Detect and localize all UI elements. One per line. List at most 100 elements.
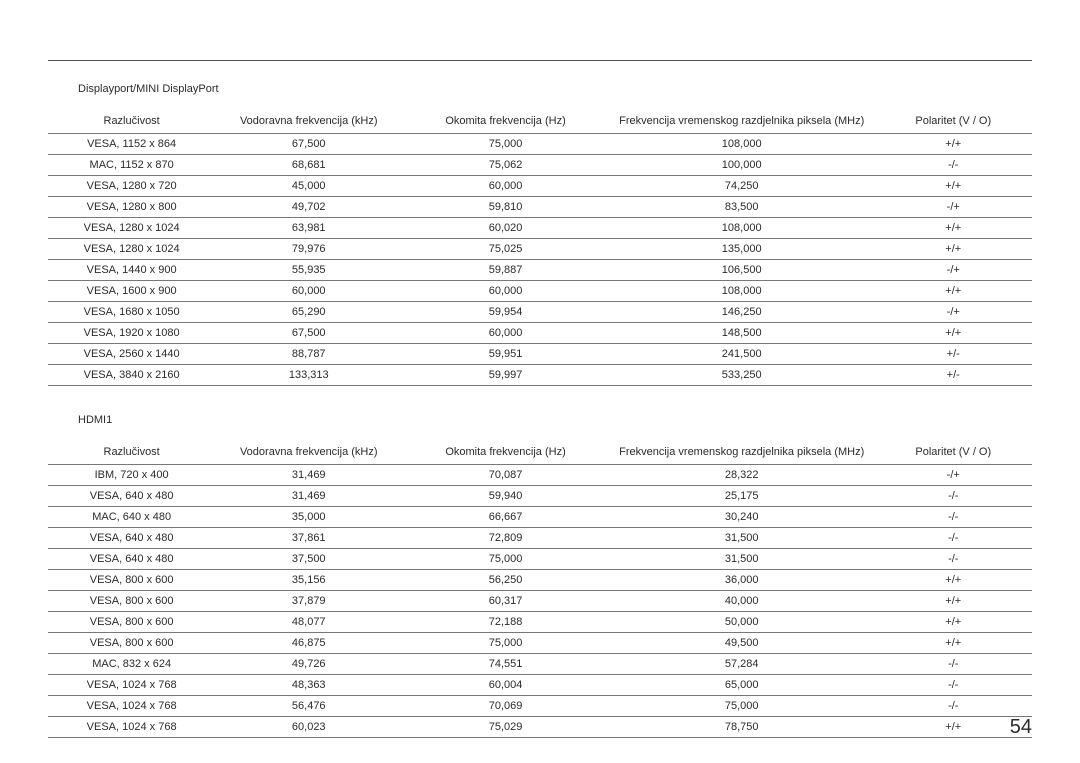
table-cell: -/- [875, 675, 1032, 696]
table-cell: 31,469 [215, 486, 402, 507]
table-cell: VESA, 1024 x 768 [48, 675, 215, 696]
table-cell: 75,025 [402, 239, 609, 260]
top-rule [48, 60, 1032, 61]
table-cell: 50,000 [609, 612, 875, 633]
table-cell: 533,250 [609, 365, 875, 386]
table-cell: 75,000 [609, 696, 875, 717]
col-header-hfreq: Vodoravna frekvencija (kHz) [215, 111, 402, 134]
manual-page: Displayport/MINI DisplayPort Razlučivost… [0, 0, 1080, 763]
table-cell: 37,861 [215, 528, 402, 549]
table-row: VESA, 640 x 48037,50075,00031,500-/- [48, 549, 1032, 570]
table-row: VESA, 1280 x 72045,00060,00074,250+/+ [48, 176, 1032, 197]
table-row: VESA, 1920 x 108067,50060,000148,500+/+ [48, 323, 1032, 344]
table-cell: -/- [875, 696, 1032, 717]
table-cell: IBM, 720 x 400 [48, 465, 215, 486]
col-header-pixclock: Frekvencija vremenskog razdjelnika pikse… [609, 442, 875, 465]
table-cell: 60,023 [215, 717, 402, 738]
table-cell: -/- [875, 486, 1032, 507]
table-cell: 66,667 [402, 507, 609, 528]
table-row: VESA, 1600 x 90060,00060,000108,000+/+ [48, 281, 1032, 302]
table-cell: 56,250 [402, 570, 609, 591]
table-cell: 75,000 [402, 134, 609, 155]
table-cell: 108,000 [609, 134, 875, 155]
table-body-1: VESA, 1152 x 86467,50075,000108,000+/+MA… [48, 134, 1032, 386]
table-cell: VESA, 800 x 600 [48, 570, 215, 591]
table-cell: -/- [875, 549, 1032, 570]
table-cell: +/+ [875, 717, 1032, 738]
table-cell: -/+ [875, 302, 1032, 323]
table-cell: VESA, 640 x 480 [48, 528, 215, 549]
table-row: VESA, 800 x 60035,15656,25036,000+/+ [48, 570, 1032, 591]
table-cell: 100,000 [609, 155, 875, 176]
table-cell: 88,787 [215, 344, 402, 365]
table-cell: 74,250 [609, 176, 875, 197]
table-cell: 75,062 [402, 155, 609, 176]
col-header-vfreq: Okomita frekvencija (Hz) [402, 111, 609, 134]
table-cell: +/+ [875, 281, 1032, 302]
table-cell: 49,726 [215, 654, 402, 675]
table-cell: 68,681 [215, 155, 402, 176]
table-row: VESA, 2560 x 144088,78759,951241,500+/- [48, 344, 1032, 365]
table-cell: +/+ [875, 176, 1032, 197]
table-cell: 59,940 [402, 486, 609, 507]
table-cell: VESA, 800 x 600 [48, 591, 215, 612]
table-cell: 37,879 [215, 591, 402, 612]
table-cell: 65,000 [609, 675, 875, 696]
table-cell: VESA, 1440 x 900 [48, 260, 215, 281]
table-cell: 45,000 [215, 176, 402, 197]
table-cell: +/+ [875, 134, 1032, 155]
table-row: VESA, 1280 x 102479,97675,025135,000+/+ [48, 239, 1032, 260]
table-cell: 70,087 [402, 465, 609, 486]
table-header-1: Razlučivost Vodoravna frekvencija (kHz) … [48, 111, 1032, 134]
table-cell: 55,935 [215, 260, 402, 281]
table-cell: VESA, 640 x 480 [48, 486, 215, 507]
table-cell: VESA, 1024 x 768 [48, 717, 215, 738]
table-cell: 49,500 [609, 633, 875, 654]
table-cell: +/+ [875, 323, 1032, 344]
table-cell: 75,000 [402, 549, 609, 570]
table-cell: 25,175 [609, 486, 875, 507]
table-cell: 31,500 [609, 549, 875, 570]
table-cell: 108,000 [609, 218, 875, 239]
table-cell: 83,500 [609, 197, 875, 218]
table-cell: 65,290 [215, 302, 402, 323]
table-cell: 49,702 [215, 197, 402, 218]
table-row: VESA, 1024 x 76848,36360,00465,000-/- [48, 675, 1032, 696]
table-cell: VESA, 1280 x 1024 [48, 239, 215, 260]
table-row: IBM, 720 x 40031,46970,08728,322-/+ [48, 465, 1032, 486]
table-cell: 56,476 [215, 696, 402, 717]
table-cell: +/- [875, 365, 1032, 386]
table-cell: +/+ [875, 633, 1032, 654]
table-row: MAC, 640 x 48035,00066,66730,240-/- [48, 507, 1032, 528]
table-cell: -/+ [875, 465, 1032, 486]
table-cell: 59,887 [402, 260, 609, 281]
table-cell: +/+ [875, 239, 1032, 260]
table-cell: VESA, 640 x 480 [48, 549, 215, 570]
table-cell: -/- [875, 155, 1032, 176]
table-cell: 67,500 [215, 323, 402, 344]
table-cell: 79,976 [215, 239, 402, 260]
table-cell: 48,363 [215, 675, 402, 696]
table-cell: VESA, 1280 x 1024 [48, 218, 215, 239]
table-cell: 70,069 [402, 696, 609, 717]
table-body-2: IBM, 720 x 40031,46970,08728,322-/+VESA,… [48, 465, 1032, 738]
table-cell: 37,500 [215, 549, 402, 570]
table-row: MAC, 832 x 62449,72674,55157,284-/- [48, 654, 1032, 675]
col-header-resolution: Razlučivost [48, 111, 215, 134]
table-cell: 31,469 [215, 465, 402, 486]
table-cell: 35,156 [215, 570, 402, 591]
table-cell: VESA, 1920 x 1080 [48, 323, 215, 344]
table-cell: 60,000 [402, 176, 609, 197]
table-cell: 35,000 [215, 507, 402, 528]
table-row: VESA, 1440 x 90055,93559,887106,500-/+ [48, 260, 1032, 281]
table-cell: MAC, 640 x 480 [48, 507, 215, 528]
table-cell: 75,029 [402, 717, 609, 738]
table-cell: 135,000 [609, 239, 875, 260]
table-row: VESA, 640 x 48031,46959,94025,175-/- [48, 486, 1032, 507]
table-cell: MAC, 832 x 624 [48, 654, 215, 675]
table-cell: 241,500 [609, 344, 875, 365]
table-cell: 75,000 [402, 633, 609, 654]
table-cell: 72,809 [402, 528, 609, 549]
table-cell: 46,875 [215, 633, 402, 654]
table-row: VESA, 800 x 60037,87960,31740,000+/+ [48, 591, 1032, 612]
